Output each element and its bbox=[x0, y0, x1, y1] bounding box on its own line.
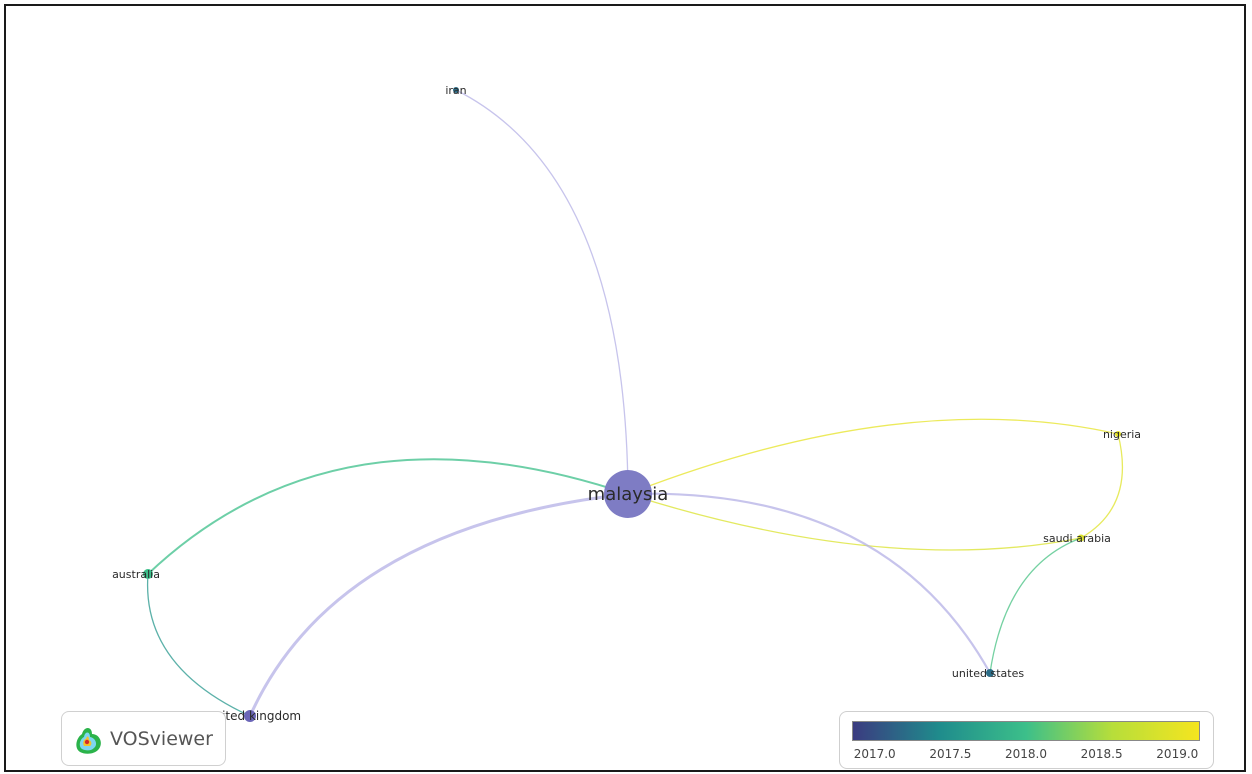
node-united-states[interactable] bbox=[986, 669, 994, 677]
legend-tick-label: 2018.0 bbox=[1005, 747, 1047, 761]
node-iran[interactable] bbox=[453, 87, 459, 93]
vosviewer-logo-text: VOSviewer bbox=[110, 727, 213, 750]
link-saudi_arabia-united_states bbox=[989, 537, 1082, 674]
node-label-australia[interactable]: australia bbox=[112, 568, 160, 581]
node-label-saudi-arabia[interactable]: saudi arabia bbox=[1043, 532, 1111, 545]
link-layer bbox=[146, 89, 1124, 717]
node-label-nigeria[interactable]: nigeria bbox=[1103, 428, 1141, 441]
node-label-united-kingdom[interactable]: united kingdom bbox=[207, 709, 301, 723]
node-nigeria[interactable] bbox=[1115, 431, 1121, 437]
link-nigeria-saudi_arabia bbox=[1080, 433, 1124, 539]
link-malaysia-iran bbox=[455, 89, 629, 495]
legend-color-bar bbox=[852, 721, 1200, 741]
node-saudi-arabia[interactable] bbox=[1077, 534, 1085, 542]
link-malaysia-nigeria bbox=[627, 418, 1119, 495]
link-malaysia-australia bbox=[147, 458, 629, 575]
node-label-united-states[interactable]: united states bbox=[952, 667, 1024, 680]
node-malaysia[interactable] bbox=[604, 470, 652, 518]
node-united-kingdom[interactable] bbox=[244, 710, 256, 722]
vosviewer-logo-icon bbox=[76, 727, 101, 754]
node-layer: malaysia iran nigeria saudi arabia united st… bbox=[112, 84, 1141, 723]
link-malaysia-united_states bbox=[627, 492, 991, 674]
legend-tick-label: 2019.0 bbox=[1156, 747, 1199, 761]
link-malaysia-united_kingdom bbox=[248, 492, 629, 717]
network-map[interactable]: malaysia iran nigeria saudi arabia united st… bbox=[6, 6, 1244, 770]
color-legend: 2017.0 2017.5 2018.0 2018.5 2019.0 bbox=[839, 711, 1214, 769]
node-label-iran[interactable]: iran bbox=[445, 84, 466, 97]
legend-tick-label: 2018.5 bbox=[1080, 747, 1123, 761]
node-australia[interactable] bbox=[143, 569, 153, 579]
legend-tick-label: 2017.0 bbox=[853, 747, 896, 761]
link-australia-united_kingdom bbox=[146, 573, 251, 717]
node-label-malaysia[interactable]: malaysia bbox=[588, 484, 669, 505]
legend-tick-label: 2017.5 bbox=[929, 747, 972, 761]
link-malaysia-saudi_arabia bbox=[627, 493, 1082, 551]
visualization-frame: malaysia iran nigeria saudi arabia united st… bbox=[4, 4, 1246, 772]
vosviewer-logo: VOSviewer bbox=[61, 711, 226, 766]
